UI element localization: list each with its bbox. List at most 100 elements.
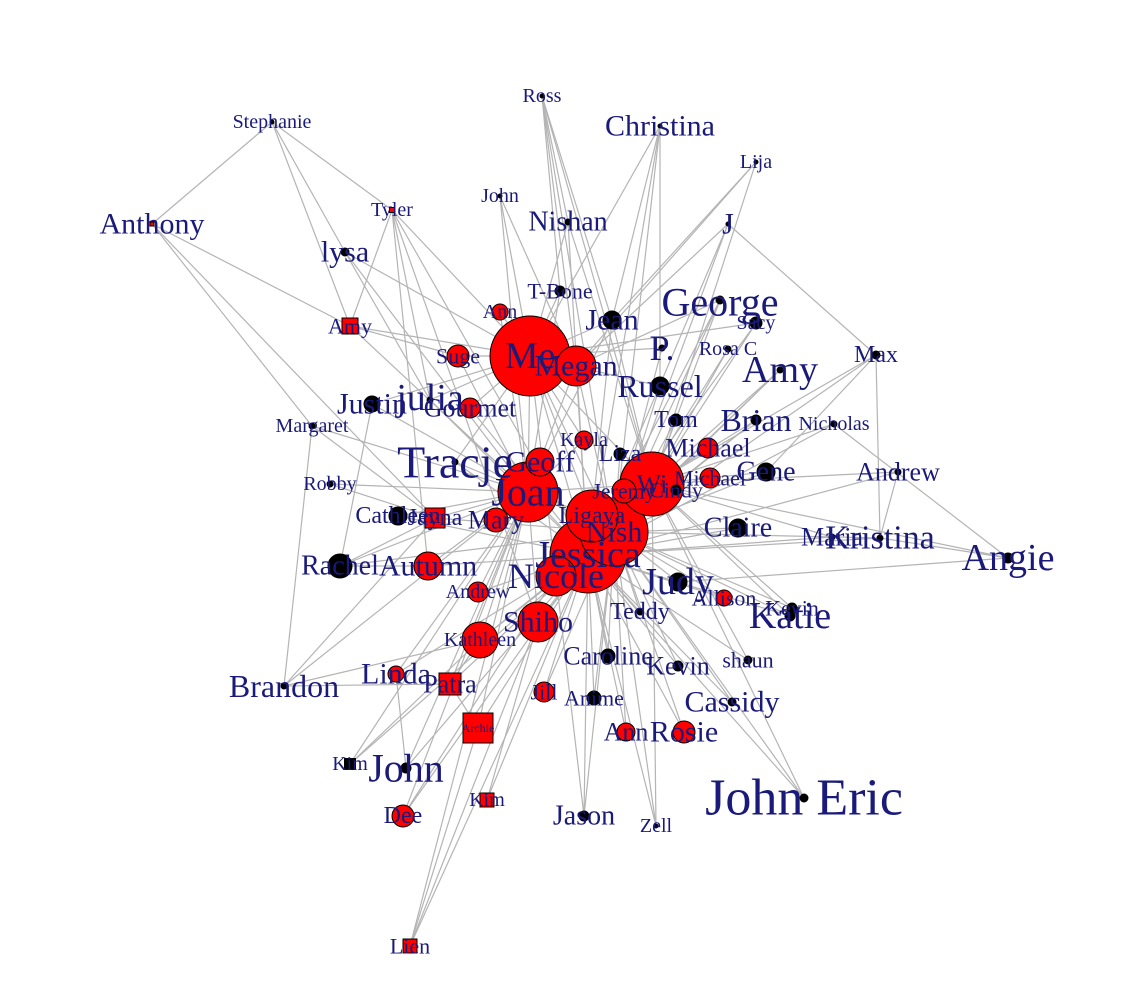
node-cassidy[interactable]: [727, 697, 737, 707]
node-label-tbone: T-Bone: [527, 279, 592, 304]
node-kristina[interactable]: [876, 534, 884, 542]
node-label-nishan: Nishan: [528, 207, 607, 238]
node-gene[interactable]: [756, 462, 776, 482]
node-caroline[interactable]: [600, 648, 616, 664]
node-nishan[interactable]: [564, 218, 572, 226]
node-julia[interactable]: [426, 396, 434, 404]
node-label-andrew_left: Andrew: [446, 581, 511, 603]
node-kayla[interactable]: [574, 430, 594, 450]
node-linda[interactable]: [387, 665, 405, 683]
node-max[interactable]: [871, 350, 881, 360]
node-label-caroline: Caroline: [563, 642, 653, 671]
node-p[interactable]: [658, 344, 666, 352]
node-ross[interactable]: [539, 93, 545, 99]
node-label-gourmet: Gourmet: [424, 394, 517, 423]
node-angie[interactable]: [1002, 552, 1014, 564]
node-russel[interactable]: [650, 376, 670, 396]
node-mary[interactable]: [483, 507, 509, 533]
node-margaret[interactable]: [308, 422, 316, 430]
node-jason[interactable]: [578, 810, 590, 822]
node-jayna[interactable]: [424, 507, 446, 529]
node-patra[interactable]: [438, 672, 462, 696]
edge-archie-joan: [477, 491, 529, 729]
node-tyler[interactable]: [389, 207, 395, 213]
node-andrew_right[interactable]: [894, 468, 902, 476]
node-megan[interactable]: [555, 345, 597, 387]
node-tracje[interactable]: [451, 458, 459, 466]
node-geoff[interactable]: [525, 447, 555, 477]
node-stephanie[interactable]: [269, 119, 275, 125]
node-allison[interactable]: [715, 589, 733, 607]
node-label-kevin_right: Kevin: [765, 596, 819, 621]
node-brian[interactable]: [750, 414, 762, 426]
node-shiho[interactable]: [517, 601, 559, 643]
node-autumn[interactable]: [413, 551, 443, 581]
node-amy_right[interactable]: [776, 366, 784, 374]
node-brandon[interactable]: [280, 682, 288, 690]
node-liza[interactable]: [613, 447, 627, 461]
node-katie[interactable]: [784, 610, 796, 622]
node-judy[interactable]: [668, 572, 688, 592]
node-lija[interactable]: [753, 159, 759, 165]
node-label-shaun: shaun: [722, 648, 773, 673]
node-maria[interactable]: [828, 533, 836, 541]
node-nicholas[interactable]: [830, 420, 838, 428]
node-jeremy[interactable]: [611, 478, 637, 504]
node-kim_left[interactable]: [344, 758, 356, 770]
node-michael[interactable]: [697, 437, 719, 459]
node-suge[interactable]: [446, 344, 470, 368]
node-label-cathleen: Cathleen: [355, 503, 440, 529]
node-rosie[interactable]: [672, 720, 696, 744]
node-kathleen[interactable]: [461, 621, 499, 659]
node-ligaya[interactable]: [565, 489, 619, 543]
node-rosac[interactable]: [724, 345, 732, 353]
node-j[interactable]: [725, 221, 731, 227]
node-cathleen[interactable]: [388, 506, 408, 526]
node-anime[interactable]: [586, 690, 602, 706]
node-label-amy_right: Amy: [742, 349, 818, 391]
node-kim_bottom[interactable]: [479, 792, 495, 808]
node-anthony[interactable]: [149, 221, 155, 227]
node-amy_left[interactable]: [341, 317, 359, 335]
node-lien[interactable]: [402, 938, 418, 954]
node-andrew_left[interactable]: [467, 581, 489, 603]
edge-max-j: [727, 223, 877, 356]
node-nicole[interactable]: [535, 555, 577, 597]
node-jill[interactable]: [533, 681, 555, 703]
node-christina[interactable]: [657, 123, 663, 129]
node-label-george: George: [662, 280, 779, 325]
node-shaun[interactable]: [743, 655, 753, 665]
edge-andrew_right-wi: [651, 471, 899, 485]
node-rachel[interactable]: [327, 553, 353, 579]
node-justin[interactable]: [363, 395, 381, 413]
node-john_bottom[interactable]: [400, 762, 412, 774]
node-sacy[interactable]: [749, 316, 763, 330]
node-kevin_mid[interactable]: [672, 660, 684, 672]
edge-christina-jean: [611, 125, 661, 321]
node-john_top[interactable]: [497, 193, 503, 199]
node-george[interactable]: [715, 295, 725, 305]
node-robby[interactable]: [326, 480, 334, 488]
edge-zell-nish: [613, 531, 657, 827]
node-dee[interactable]: [391, 804, 415, 828]
node-label-mary: Mary: [468, 506, 524, 535]
node-jean[interactable]: [602, 310, 622, 330]
node-archie[interactable]: [462, 712, 494, 744]
node-ann[interactable]: [491, 303, 509, 321]
node-zell[interactable]: [653, 823, 659, 829]
node-label-kristina: Kristina: [825, 520, 935, 557]
node-teddy[interactable]: [636, 608, 644, 616]
edge-archie-lien: [409, 727, 479, 947]
node-claire[interactable]: [728, 518, 748, 538]
node-tom[interactable]: [669, 413, 683, 427]
node-ann2[interactable]: [616, 722, 636, 742]
node-michael2[interactable]: [699, 467, 721, 489]
node-label-ann2: Ann: [604, 718, 649, 747]
node-tbone[interactable]: [554, 285, 566, 297]
node-layer: [149, 93, 1014, 954]
node-cindy[interactable]: [670, 484, 682, 496]
node-label-cindy: Cindy: [649, 478, 703, 503]
node-gourmet[interactable]: [459, 397, 481, 419]
node-lysa[interactable]: [340, 247, 350, 257]
node-john_eric[interactable]: [799, 793, 809, 803]
